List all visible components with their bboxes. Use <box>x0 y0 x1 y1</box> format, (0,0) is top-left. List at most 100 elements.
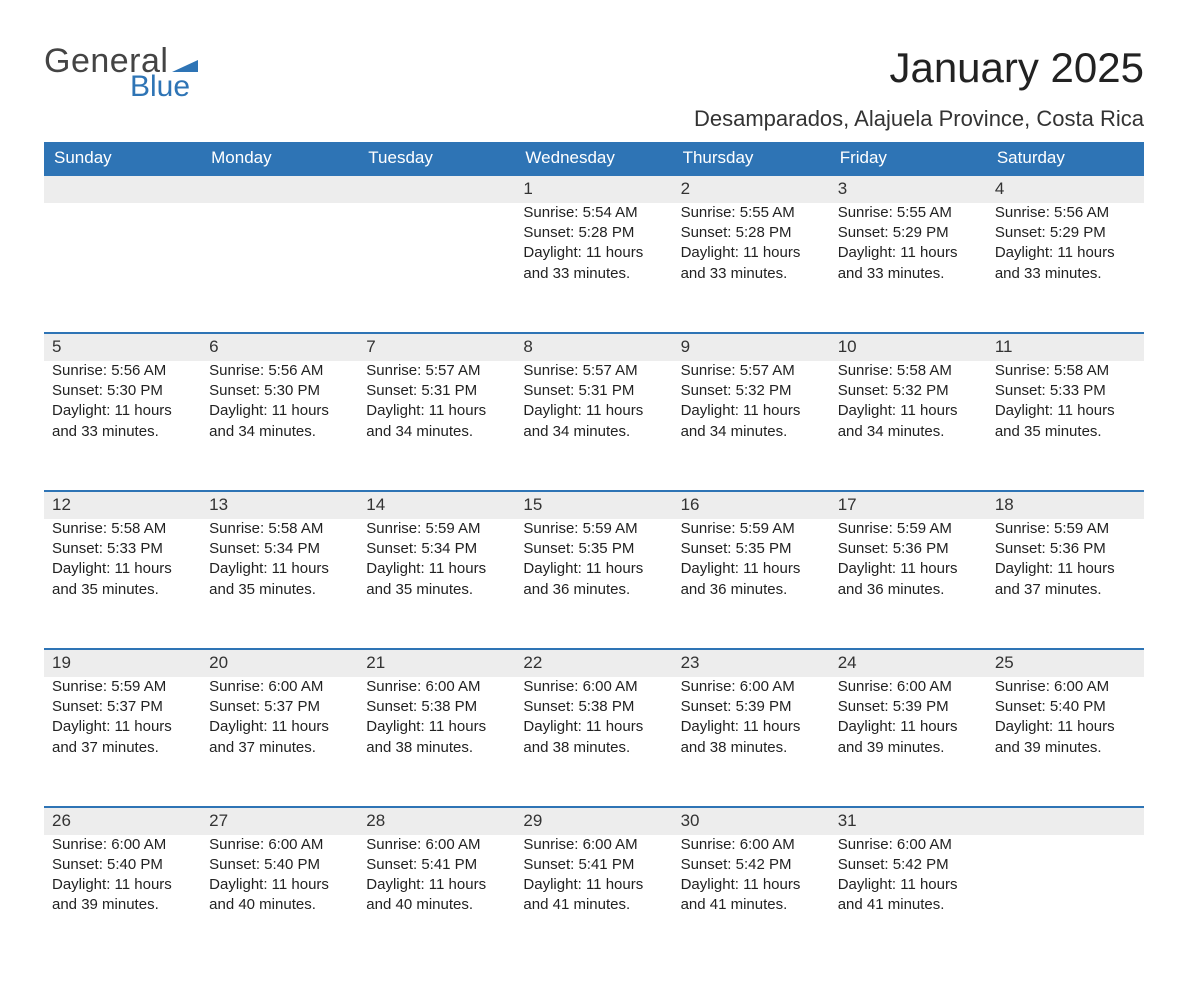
sunrise-text: Sunrise: 5:59 AM <box>523 519 664 539</box>
day-cell <box>358 203 515 333</box>
d1-text: Daylight: 11 hours <box>681 875 822 895</box>
day-cell: Sunrise: 6:00 AMSunset: 5:41 PMDaylight:… <box>515 835 672 965</box>
day-cell: Sunrise: 6:00 AMSunset: 5:40 PMDaylight:… <box>201 835 358 965</box>
day-cell: Sunrise: 6:00 AMSunset: 5:42 PMDaylight:… <box>830 835 987 965</box>
sunset-text: Sunset: 5:34 PM <box>366 539 507 559</box>
day-number-cell: 18 <box>987 491 1144 519</box>
d1-text: Daylight: 11 hours <box>681 243 822 263</box>
day-number-cell: 17 <box>830 491 987 519</box>
d1-text: Daylight: 11 hours <box>209 717 350 737</box>
day-number-cell: 29 <box>515 807 672 835</box>
week-row: Sunrise: 5:59 AMSunset: 5:37 PMDaylight:… <box>44 677 1144 807</box>
day-number-cell: 6 <box>201 333 358 361</box>
day-cell: Sunrise: 6:00 AMSunset: 5:39 PMDaylight:… <box>830 677 987 807</box>
sunrise-text: Sunrise: 6:00 AM <box>52 835 193 855</box>
d2-text: and 33 minutes. <box>52 422 193 442</box>
d1-text: Daylight: 11 hours <box>366 401 507 421</box>
day-header: Friday <box>830 142 987 175</box>
week-row: Sunrise: 5:54 AMSunset: 5:28 PMDaylight:… <box>44 203 1144 333</box>
day-header: Tuesday <box>358 142 515 175</box>
day-cell: Sunrise: 6:00 AMSunset: 5:38 PMDaylight:… <box>358 677 515 807</box>
sunrise-text: Sunrise: 6:00 AM <box>209 677 350 697</box>
day-number-cell: 2 <box>673 175 830 203</box>
d1-text: Daylight: 11 hours <box>995 401 1136 421</box>
day-number-cell: 26 <box>44 807 201 835</box>
d1-text: Daylight: 11 hours <box>523 717 664 737</box>
d1-text: Daylight: 11 hours <box>52 875 193 895</box>
day-number-cell: 28 <box>358 807 515 835</box>
sunset-text: Sunset: 5:40 PM <box>52 855 193 875</box>
sunset-text: Sunset: 5:28 PM <box>523 223 664 243</box>
day-number-cell: 16 <box>673 491 830 519</box>
calendar-page: General Blue January 2025 Desamparados, … <box>0 0 1188 1005</box>
sunrise-text: Sunrise: 6:00 AM <box>366 677 507 697</box>
sunset-text: Sunset: 5:29 PM <box>838 223 979 243</box>
d1-text: Daylight: 11 hours <box>366 559 507 579</box>
day-number-cell: 7 <box>358 333 515 361</box>
sunrise-text: Sunrise: 5:57 AM <box>523 361 664 381</box>
sunrise-text: Sunrise: 5:59 AM <box>995 519 1136 539</box>
title-block: January 2025 Desamparados, Alajuela Prov… <box>694 44 1144 132</box>
sunset-text: Sunset: 5:39 PM <box>681 697 822 717</box>
d1-text: Daylight: 11 hours <box>995 717 1136 737</box>
d1-text: Daylight: 11 hours <box>995 559 1136 579</box>
d1-text: Daylight: 11 hours <box>209 559 350 579</box>
sunset-text: Sunset: 5:41 PM <box>523 855 664 875</box>
d2-text: and 34 minutes. <box>366 422 507 442</box>
d2-text: and 35 minutes. <box>995 422 1136 442</box>
sunset-text: Sunset: 5:31 PM <box>523 381 664 401</box>
sunrise-text: Sunrise: 5:57 AM <box>681 361 822 381</box>
day-number-cell: 10 <box>830 333 987 361</box>
sunrise-text: Sunrise: 6:00 AM <box>523 677 664 697</box>
day-cell: Sunrise: 6:00 AMSunset: 5:38 PMDaylight:… <box>515 677 672 807</box>
d1-text: Daylight: 11 hours <box>681 559 822 579</box>
d1-text: Daylight: 11 hours <box>523 401 664 421</box>
day-cell: Sunrise: 5:58 AMSunset: 5:34 PMDaylight:… <box>201 519 358 649</box>
day-header: Saturday <box>987 142 1144 175</box>
sunrise-text: Sunrise: 5:59 AM <box>681 519 822 539</box>
d2-text: and 33 minutes. <box>523 264 664 284</box>
day-number-cell: 25 <box>987 649 1144 677</box>
sunset-text: Sunset: 5:30 PM <box>52 381 193 401</box>
day-header: Monday <box>201 142 358 175</box>
d1-text: Daylight: 11 hours <box>838 243 979 263</box>
day-cell: Sunrise: 6:00 AMSunset: 5:42 PMDaylight:… <box>673 835 830 965</box>
d1-text: Daylight: 11 hours <box>523 243 664 263</box>
day-cell: Sunrise: 6:00 AMSunset: 5:39 PMDaylight:… <box>673 677 830 807</box>
d2-text: and 34 minutes. <box>209 422 350 442</box>
day-cell: Sunrise: 5:57 AMSunset: 5:31 PMDaylight:… <box>515 361 672 491</box>
day-number-cell: 4 <box>987 175 1144 203</box>
d2-text: and 40 minutes. <box>209 895 350 915</box>
day-cell: Sunrise: 6:00 AMSunset: 5:40 PMDaylight:… <box>987 677 1144 807</box>
sunset-text: Sunset: 5:33 PM <box>52 539 193 559</box>
sunset-text: Sunset: 5:35 PM <box>523 539 664 559</box>
calendar-header-row: Sunday Monday Tuesday Wednesday Thursday… <box>44 142 1144 175</box>
sunset-text: Sunset: 5:31 PM <box>366 381 507 401</box>
sunrise-text: Sunrise: 5:58 AM <box>838 361 979 381</box>
day-cell: Sunrise: 5:58 AMSunset: 5:33 PMDaylight:… <box>987 361 1144 491</box>
day-number-cell: 8 <box>515 333 672 361</box>
day-number-cell <box>987 807 1144 835</box>
d2-text: and 33 minutes. <box>995 264 1136 284</box>
d2-text: and 38 minutes. <box>681 738 822 758</box>
week-row: Sunrise: 5:56 AMSunset: 5:30 PMDaylight:… <box>44 361 1144 491</box>
d2-text: and 34 minutes. <box>838 422 979 442</box>
day-cell: Sunrise: 6:00 AMSunset: 5:40 PMDaylight:… <box>44 835 201 965</box>
d1-text: Daylight: 11 hours <box>681 401 822 421</box>
sunrise-text: Sunrise: 5:55 AM <box>838 203 979 223</box>
day-number-cell: 3 <box>830 175 987 203</box>
day-header: Thursday <box>673 142 830 175</box>
d2-text: and 35 minutes. <box>366 580 507 600</box>
d1-text: Daylight: 11 hours <box>995 243 1136 263</box>
sunrise-text: Sunrise: 6:00 AM <box>681 677 822 697</box>
d2-text: and 34 minutes. <box>681 422 822 442</box>
day-cell: Sunrise: 5:55 AMSunset: 5:29 PMDaylight:… <box>830 203 987 333</box>
week-row: Sunrise: 6:00 AMSunset: 5:40 PMDaylight:… <box>44 835 1144 965</box>
d2-text: and 34 minutes. <box>523 422 664 442</box>
sunset-text: Sunset: 5:30 PM <box>209 381 350 401</box>
sunrise-text: Sunrise: 6:00 AM <box>995 677 1136 697</box>
sunset-text: Sunset: 5:33 PM <box>995 381 1136 401</box>
day-number-cell: 23 <box>673 649 830 677</box>
day-number-cell: 14 <box>358 491 515 519</box>
sunset-text: Sunset: 5:29 PM <box>995 223 1136 243</box>
